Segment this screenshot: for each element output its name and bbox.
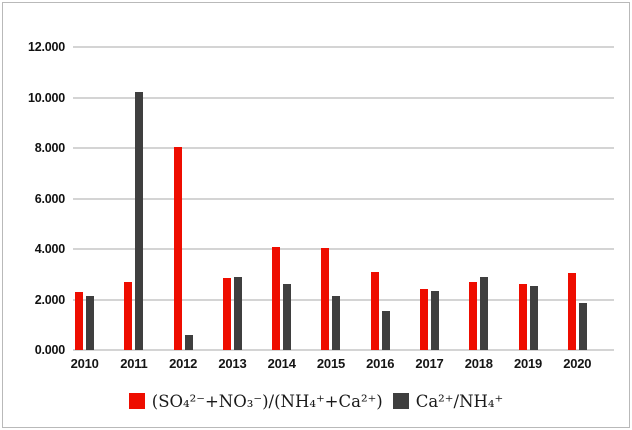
bar-series1-2016 bbox=[370, 271, 379, 350]
y-tick-label: 0.000 bbox=[34, 343, 65, 357]
x-tick-label-2011: 2011 bbox=[120, 356, 148, 371]
bar-series1-2017 bbox=[419, 289, 428, 350]
gridline bbox=[73, 349, 614, 351]
x-tick-label-2019: 2019 bbox=[513, 356, 543, 371]
bar-series2-2013 bbox=[233, 276, 242, 350]
legend-label-2: Ca²⁺/NH₄⁺ bbox=[415, 391, 504, 411]
bar-group-2010 bbox=[60, 47, 109, 350]
bar-series1-2014 bbox=[272, 246, 281, 350]
bar-series1-2020 bbox=[567, 273, 576, 350]
gridline bbox=[73, 147, 614, 149]
bar-series2-2016 bbox=[381, 310, 390, 350]
bar-group-2013 bbox=[208, 47, 257, 350]
x-tick-label-2018: 2018 bbox=[464, 356, 493, 371]
bar-series1-2010 bbox=[75, 291, 84, 350]
x-tick-label-2013: 2013 bbox=[218, 356, 247, 371]
y-tick-label: 6.000 bbox=[34, 191, 65, 206]
legend-label-1: (SO₄²⁻+NO₃⁻)/(NH₄⁺+Ca²⁺) bbox=[151, 391, 383, 411]
bar-series1-2012 bbox=[173, 146, 182, 350]
bar-series1-2019 bbox=[518, 284, 527, 350]
bar-series2-2011 bbox=[135, 92, 144, 350]
x-tick-label-2017: 2017 bbox=[415, 356, 444, 371]
bar-group-2019 bbox=[503, 47, 552, 350]
bar-series1-2015 bbox=[321, 247, 330, 350]
x-tick-label-2015: 2015 bbox=[316, 356, 346, 371]
legend-item-1: (SO₄²⁻+NO₃⁻)/(NH₄⁺+Ca²⁺) bbox=[128, 391, 383, 411]
gridline bbox=[73, 46, 614, 48]
bar-series2-2019 bbox=[529, 285, 538, 350]
bar-series2-2017 bbox=[430, 290, 439, 350]
bar-group-2011 bbox=[109, 47, 158, 350]
bar-group-2014 bbox=[257, 47, 306, 350]
bar-series1-2013 bbox=[222, 278, 231, 350]
y-tick-label: 12.000 bbox=[27, 40, 65, 54]
legend-item-2: Ca²⁺/NH₄⁺ bbox=[392, 391, 504, 411]
y-tick-label: 2.000 bbox=[34, 292, 65, 307]
legend-swatch-2 bbox=[392, 393, 409, 409]
plot-area bbox=[60, 47, 602, 350]
y-tick-label: 8.000 bbox=[34, 141, 65, 155]
bar-series2-2010 bbox=[86, 295, 95, 350]
legend: (SO₄²⁻+NO₃⁻)/(NH₄⁺+Ca²⁺) Ca²⁺/NH₄⁺ bbox=[3, 388, 629, 414]
gridline bbox=[73, 197, 614, 200]
x-tick-label-2020: 2020 bbox=[563, 356, 592, 371]
x-tick-label-2014: 2014 bbox=[267, 356, 296, 371]
y-tick-label: 4.000 bbox=[34, 242, 65, 256]
legend-swatch-1 bbox=[128, 393, 145, 409]
x-tick-label-2010: 2010 bbox=[70, 356, 99, 371]
bar-series1-2018 bbox=[469, 281, 478, 350]
x-tick-label-2016: 2016 bbox=[366, 356, 395, 371]
x-tick-label-2012: 2012 bbox=[169, 356, 198, 371]
bar-group-2016 bbox=[356, 47, 405, 350]
gridline bbox=[73, 248, 614, 250]
gridline bbox=[73, 96, 614, 99]
x-axis: 2010 2011 2012 2013 2014 2015 2016 2017 2018 2019… bbox=[60, 356, 602, 371]
bar-group-2020 bbox=[553, 47, 602, 350]
y-tick-label: 10.000 bbox=[27, 90, 65, 105]
bar-series2-2018 bbox=[480, 276, 489, 350]
bar-series2-2012 bbox=[184, 334, 193, 350]
gridline bbox=[73, 298, 614, 301]
bar-group-2017 bbox=[405, 47, 454, 350]
bar-group-2018 bbox=[454, 47, 503, 350]
bar-series2-2014 bbox=[283, 284, 292, 350]
bar-series2-2015 bbox=[332, 295, 341, 350]
bar-series2-2020 bbox=[578, 303, 587, 350]
bar-series1-2011 bbox=[124, 281, 133, 350]
bar-group-2012 bbox=[159, 47, 208, 350]
bar-group-2015 bbox=[306, 47, 355, 350]
